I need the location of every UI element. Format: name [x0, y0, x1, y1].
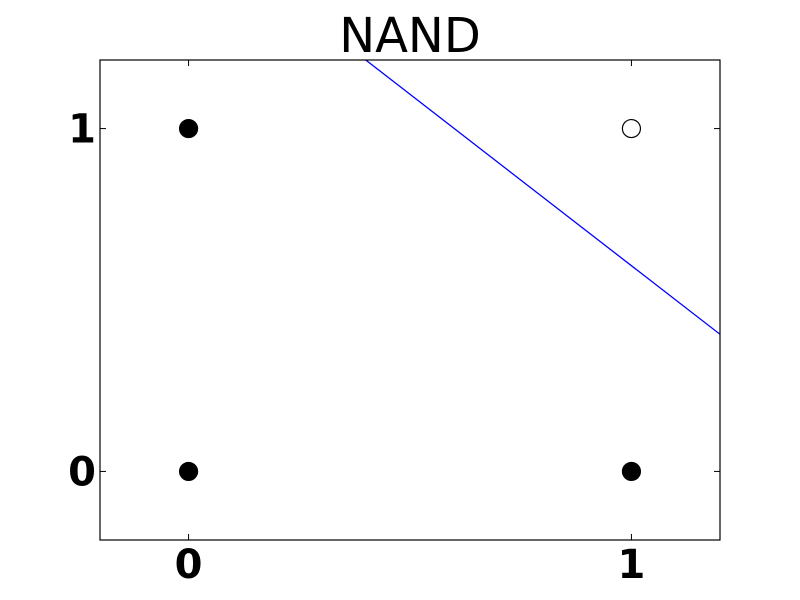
- chart-title: NAND: [339, 8, 481, 64]
- x-tick-label: 1: [618, 542, 646, 588]
- data-point-filled: [178, 118, 199, 139]
- chart-marks: 0 1 0 1: [68, 59, 721, 588]
- decision-boundary-line: [365, 60, 720, 335]
- y-tick-label: 0: [68, 449, 96, 495]
- x-tick-label: 0: [175, 542, 203, 588]
- data-point-hollow: [621, 118, 642, 139]
- plot-frame: [99, 59, 721, 541]
- data-point-filled: [621, 461, 642, 482]
- y-tick-label: 1: [68, 107, 96, 153]
- data-point-filled: [178, 461, 199, 482]
